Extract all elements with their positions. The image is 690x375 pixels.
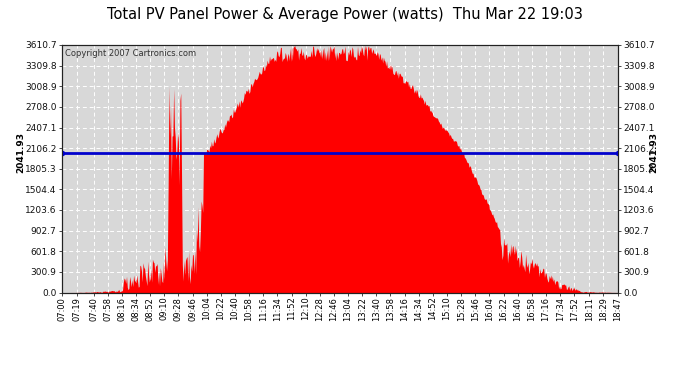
Text: Total PV Panel Power & Average Power (watts)  Thu Mar 22 19:03: Total PV Panel Power & Average Power (wa… [107, 8, 583, 22]
Text: Copyright 2007 Cartronics.com: Copyright 2007 Cartronics.com [65, 49, 196, 58]
Text: 2041.93: 2041.93 [16, 132, 25, 173]
Text: 2041.93: 2041.93 [649, 132, 658, 173]
